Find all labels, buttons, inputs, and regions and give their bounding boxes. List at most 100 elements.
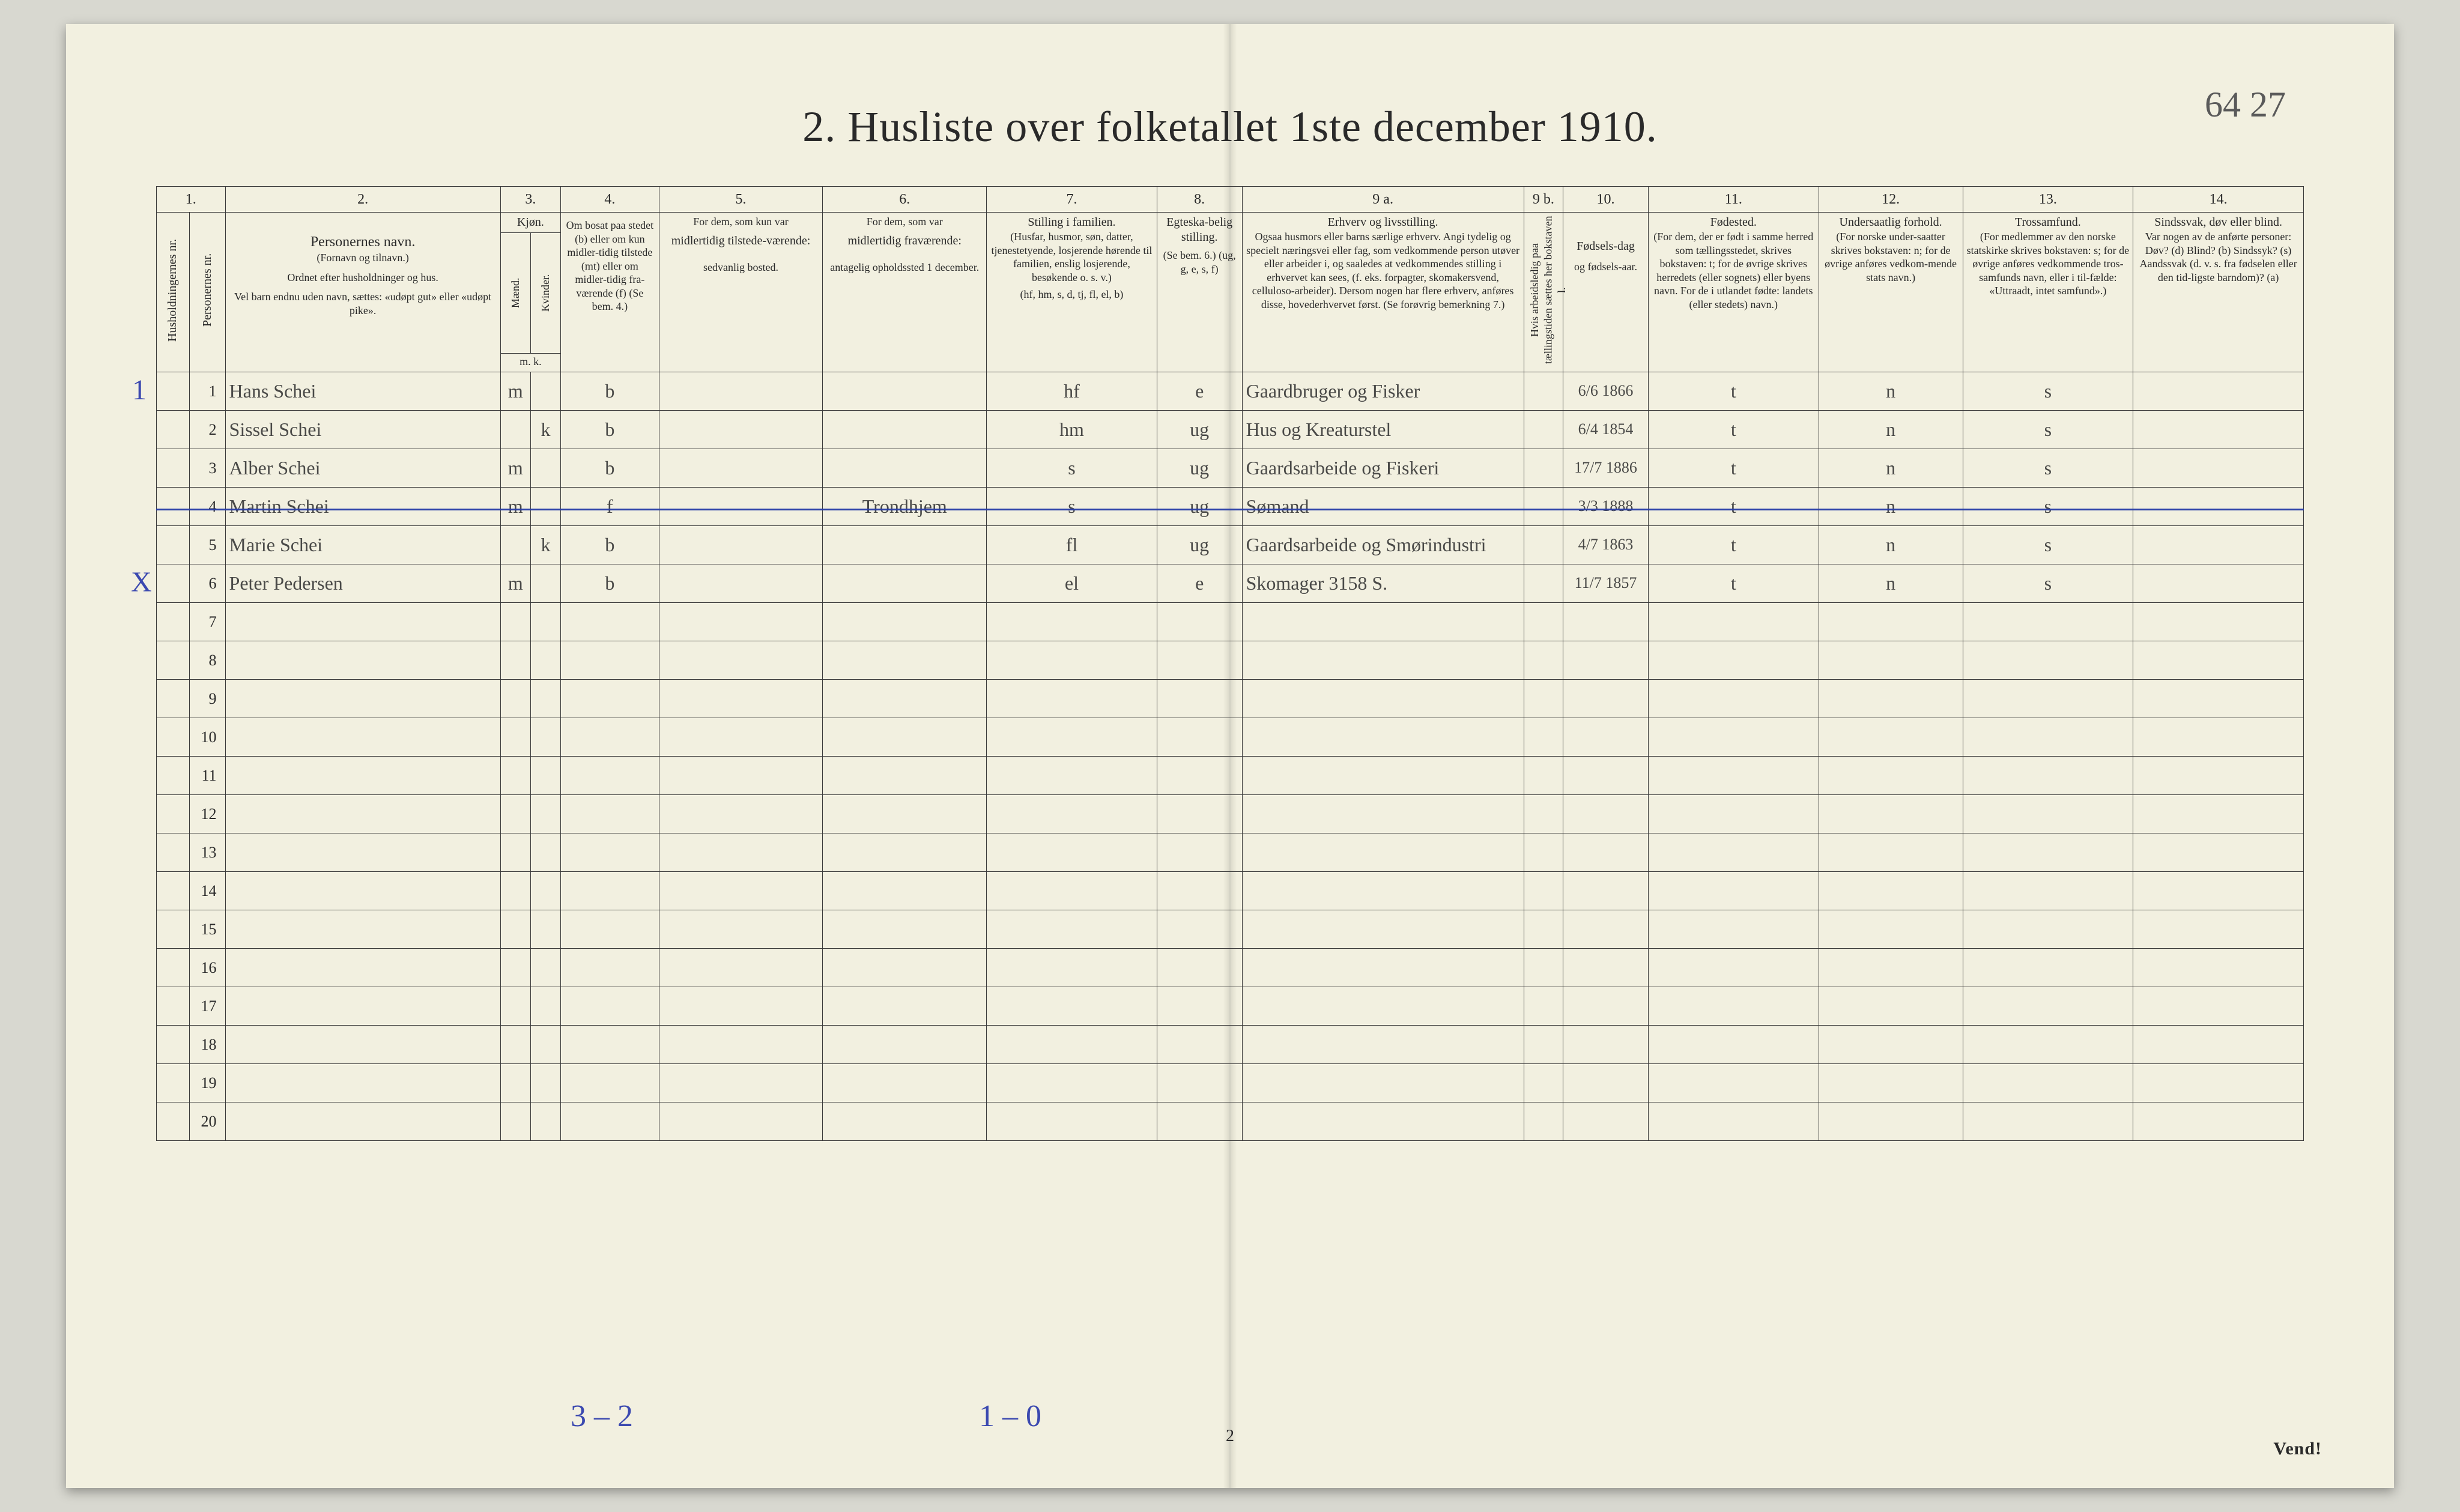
table-row: 19 [157, 1064, 2304, 1102]
cell [530, 833, 560, 872]
cell [1819, 603, 1963, 641]
cell [1242, 757, 1524, 795]
cell [1242, 641, 1524, 680]
cell: f [561, 488, 659, 526]
table-row: 5Marie ScheikbflugGaardsarbeide og Smøri… [157, 526, 2304, 564]
cell: s [1963, 411, 2133, 449]
cell [823, 949, 987, 987]
cell [659, 910, 823, 949]
cell: t [1648, 488, 1819, 526]
cell [1819, 757, 1963, 795]
cell [1524, 949, 1563, 987]
cell [1648, 987, 1819, 1026]
cell: Hus og Kreaturstel [1242, 411, 1524, 449]
cell [1524, 910, 1563, 949]
cell: Sissel Schei [225, 411, 500, 449]
cell: 20 [189, 1102, 225, 1141]
cell [157, 564, 190, 603]
cell: 18 [189, 1026, 225, 1064]
cell [1963, 641, 2133, 680]
cell [987, 641, 1157, 680]
census-page: 64 27 2. Husliste over folketallet 1ste … [66, 24, 2394, 1488]
cell [659, 1026, 823, 1064]
cell: t [1648, 449, 1819, 488]
cell [157, 680, 190, 718]
table-row: 1Hans ScheimbhfeGaardbruger og Fisker6/6… [157, 372, 2304, 411]
side-mark-row6: X [131, 566, 152, 599]
cell [1157, 872, 1242, 910]
cell: Alber Schei [225, 449, 500, 488]
cell [1242, 680, 1524, 718]
cell [561, 718, 659, 757]
cell [530, 795, 560, 833]
cell [823, 718, 987, 757]
cell [987, 872, 1157, 910]
cell [1963, 603, 2133, 641]
cell: m [500, 564, 530, 603]
cell [1563, 910, 1649, 949]
cell [530, 1064, 560, 1102]
cell [2133, 872, 2304, 910]
cell: el [987, 564, 1157, 603]
cell [1648, 757, 1819, 795]
cell [1242, 1102, 1524, 1141]
header-citizenship: Undersaatlig forhold. (For norske under-… [1819, 213, 1963, 372]
cell [2133, 1064, 2304, 1102]
cell [2133, 680, 2304, 718]
cell [1524, 987, 1563, 1026]
cell [2133, 987, 2304, 1026]
cell [530, 910, 560, 949]
cell: s [1963, 526, 2133, 564]
table-row: 10 [157, 718, 2304, 757]
cell: b [561, 372, 659, 411]
cell [659, 680, 823, 718]
colnum-2: 2. [225, 187, 500, 213]
cell [500, 526, 530, 564]
cell [987, 680, 1157, 718]
cell [561, 1102, 659, 1141]
cell [225, 910, 500, 949]
colnum-11: 11. [1648, 187, 1819, 213]
cell [530, 564, 560, 603]
cell [1563, 1026, 1649, 1064]
cell [1157, 1064, 1242, 1102]
cell [1242, 872, 1524, 910]
cell [530, 372, 560, 411]
cell [659, 987, 823, 1026]
colnum-10: 10. [1563, 187, 1649, 213]
cell [1819, 680, 1963, 718]
cell [1524, 1026, 1563, 1064]
cell [2133, 603, 2304, 641]
cell: s [1963, 449, 2133, 488]
cell [987, 1026, 1157, 1064]
cell [1242, 795, 1524, 833]
cell [1524, 872, 1563, 910]
header-name: Personernes navn. (Fornavn og tilnavn.) … [225, 213, 500, 372]
cell: t [1648, 564, 1819, 603]
cell [500, 757, 530, 795]
cell: 1 [189, 372, 225, 411]
cell [157, 372, 190, 411]
cell: 8 [189, 641, 225, 680]
cell: e [1157, 564, 1242, 603]
table-row: 20 [157, 1102, 2304, 1141]
cell [823, 680, 987, 718]
cell [530, 718, 560, 757]
cell [225, 1064, 500, 1102]
cell [561, 987, 659, 1026]
cell [659, 833, 823, 872]
cell [2133, 526, 2304, 564]
cell [823, 526, 987, 564]
colnum-14: 14. [2133, 187, 2304, 213]
cell [1963, 680, 2133, 718]
cell: Marie Schei [225, 526, 500, 564]
cell [1524, 718, 1563, 757]
cell: 14 [189, 872, 225, 910]
cell [1963, 833, 2133, 872]
cell [1648, 680, 1819, 718]
cell [823, 449, 987, 488]
cell [1563, 680, 1649, 718]
cell [1242, 718, 1524, 757]
cell [823, 795, 987, 833]
cell: ug [1157, 449, 1242, 488]
